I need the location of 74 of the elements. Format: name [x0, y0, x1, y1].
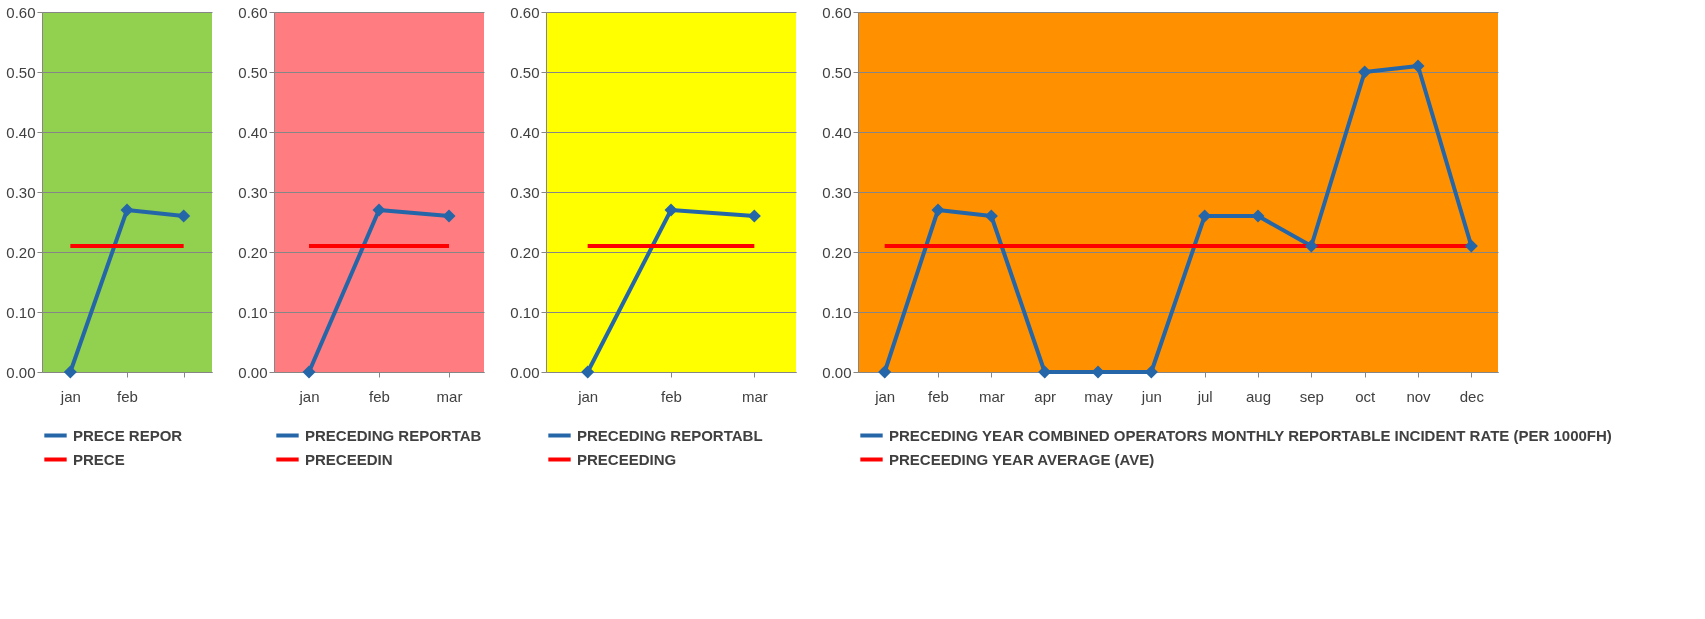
x-tick-label: feb [117, 387, 138, 405]
point [1091, 365, 1105, 379]
x-tick-label: jan [874, 387, 896, 405]
y-tick-label: 0.20 [510, 243, 540, 261]
x-tick-label: mar [436, 387, 463, 405]
point [1358, 65, 1372, 79]
point [1411, 59, 1425, 73]
y-tick-label: 0.30 [238, 183, 268, 201]
y-tick-label: 0.60 [822, 3, 852, 21]
x-tick-label: jan [59, 387, 81, 405]
x-tick-label: dec [1459, 387, 1485, 405]
point [1304, 239, 1318, 253]
y-tick-label: 0.40 [822, 123, 852, 141]
legend-label: PRECEDING REPORTAB [305, 426, 482, 444]
y-tick-label: 0.30 [510, 183, 540, 201]
point [372, 203, 386, 217]
x-tick-label: apr [1034, 387, 1057, 405]
y-tick-label: 0.00 [822, 363, 852, 381]
y-tick-label: 0.50 [822, 63, 852, 81]
x-tick-label: feb [928, 387, 949, 405]
point [931, 203, 945, 217]
y-tick-label: 0.00 [510, 363, 540, 381]
point [1251, 209, 1265, 223]
y-tick-label: 0.20 [6, 243, 36, 261]
x-tick-label: oct [1355, 387, 1376, 405]
legend-label: PRECEDING REPORTABL [577, 426, 763, 444]
y-tick-label: 0.10 [510, 303, 540, 321]
x-tick-label: feb [661, 387, 682, 405]
legend-label: PRECE REPOR [73, 426, 183, 444]
x-tick-label: mar [741, 387, 768, 405]
legend-label: PRECEEDING YEAR AVERAGE (AVE) [889, 450, 1155, 468]
y-tick-label: 0.60 [510, 3, 540, 21]
legend-label: PRECE [73, 450, 125, 468]
y-tick-label: 0.60 [238, 3, 268, 21]
legend-label: PRECEEDIN [305, 450, 393, 468]
point [302, 365, 316, 379]
y-tick-label: 0.00 [238, 363, 268, 381]
point [984, 209, 998, 223]
point [878, 365, 892, 379]
y-tick-label: 0.30 [822, 183, 852, 201]
y-tick-label: 0.10 [238, 303, 268, 321]
point [442, 209, 456, 223]
x-tick-label: may [1084, 387, 1114, 405]
y-tick-label: 0.10 [6, 303, 36, 321]
x-tick-label: aug [1245, 387, 1272, 405]
x-tick-label: feb [369, 387, 390, 405]
legend-label: PRECEDING YEAR COMBINED OPERATORS MONTHLY REPORTABLE INCIDENT RATE (PER 1000FH) [889, 426, 1612, 444]
x-tick-label: jan [577, 387, 599, 405]
y-tick-label: 0.20 [238, 243, 268, 261]
y-tick-label: 0.50 [510, 63, 540, 81]
y-tick-label: 0.50 [238, 63, 268, 81]
y-tick-label: 0.30 [6, 183, 36, 201]
y-tick-label: 0.40 [6, 123, 36, 141]
point [120, 203, 134, 217]
point [747, 209, 761, 223]
x-tick-label: mar [978, 387, 1005, 405]
y-tick-label: 0.00 [6, 363, 36, 381]
x-tick-label: jul [1196, 387, 1213, 405]
y-tick-label: 0.40 [238, 123, 268, 141]
x-tick-label: jan [298, 387, 320, 405]
y-tick-label: 0.60 [6, 3, 36, 21]
point [1464, 239, 1478, 253]
y-tick-label: 0.40 [510, 123, 540, 141]
y-tick-label: 0.20 [822, 243, 852, 261]
point [63, 365, 77, 379]
point [664, 203, 678, 217]
x-tick-label: jun [1140, 387, 1162, 405]
y-tick-label: 0.10 [822, 303, 852, 321]
legend-label: PRECEEDING [577, 450, 677, 468]
x-tick-label: nov [1406, 387, 1432, 405]
point [581, 365, 595, 379]
x-tick-label: sep [1299, 387, 1324, 405]
y-tick-label: 0.50 [6, 63, 36, 81]
point [177, 209, 191, 223]
